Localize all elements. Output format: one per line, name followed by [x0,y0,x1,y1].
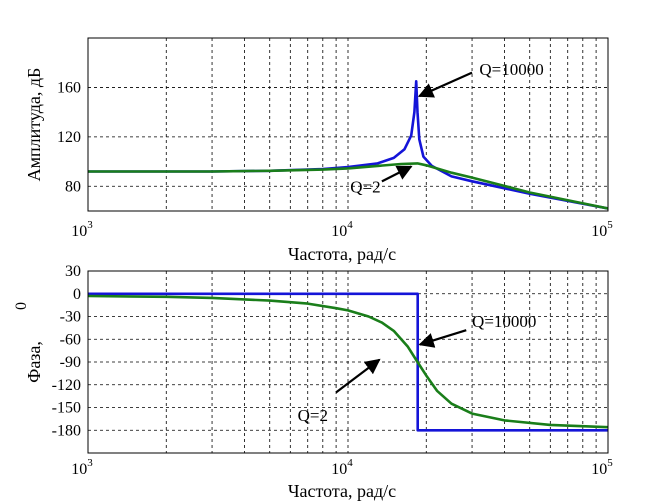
y-tick-label: 120 [57,129,81,146]
y-tick-label: -30 [60,309,81,326]
y-tick-label: 80 [65,178,81,195]
annotation-label: Q=10000 [472,312,536,331]
y-tick-label: -60 [60,331,81,348]
y-tick-label: 0 [73,286,81,303]
plot-frame [87,37,609,212]
y-axis-label: Фаза, [24,341,44,383]
y-tick-label: 30 [65,263,81,280]
x-tick-label: 104 [331,219,353,240]
y-tick-label: -180 [52,422,81,439]
annotation-arrow [418,329,467,348]
x-tick-label: 105 [591,219,613,240]
series-line-q2 [88,294,608,429]
plot-frame [87,270,609,454]
subplot-1: 80 120 160 103 104 105 Q=10000 Q=2 Частота, рад/… [24,37,613,264]
y-tick-label: -90 [60,354,81,371]
annotation-arrow [335,358,381,394]
x-axis-label: Частота, рад/с [288,244,396,264]
annotation-label: Q=10000 [479,60,543,79]
x-tick-label: 105 [591,457,613,478]
annotation-label: Q=2 [298,406,328,425]
y-tick-label: -150 [52,400,81,417]
annotation-arrow [417,71,473,98]
y-tick-label: 160 [57,79,81,96]
y-tick-label: -120 [52,377,81,394]
series-line-q2 [88,162,608,210]
x-tick-label: 104 [331,457,353,478]
x-tick-label: 103 [71,219,93,240]
subplot-2: 30 0 -30 -60 -90 -120 -150 -180 103 104 105 Q=10000… [13,263,613,501]
annotation-label: Q=2 [350,177,380,196]
y-axis-label: Амплитуда, дБ [24,68,44,182]
x-tick-label: 103 [71,457,93,478]
annotation-arrow [381,165,413,183]
y-axis-label-superscript: 0 [13,302,30,310]
x-axis-label: Частота, рад/с [288,481,396,501]
